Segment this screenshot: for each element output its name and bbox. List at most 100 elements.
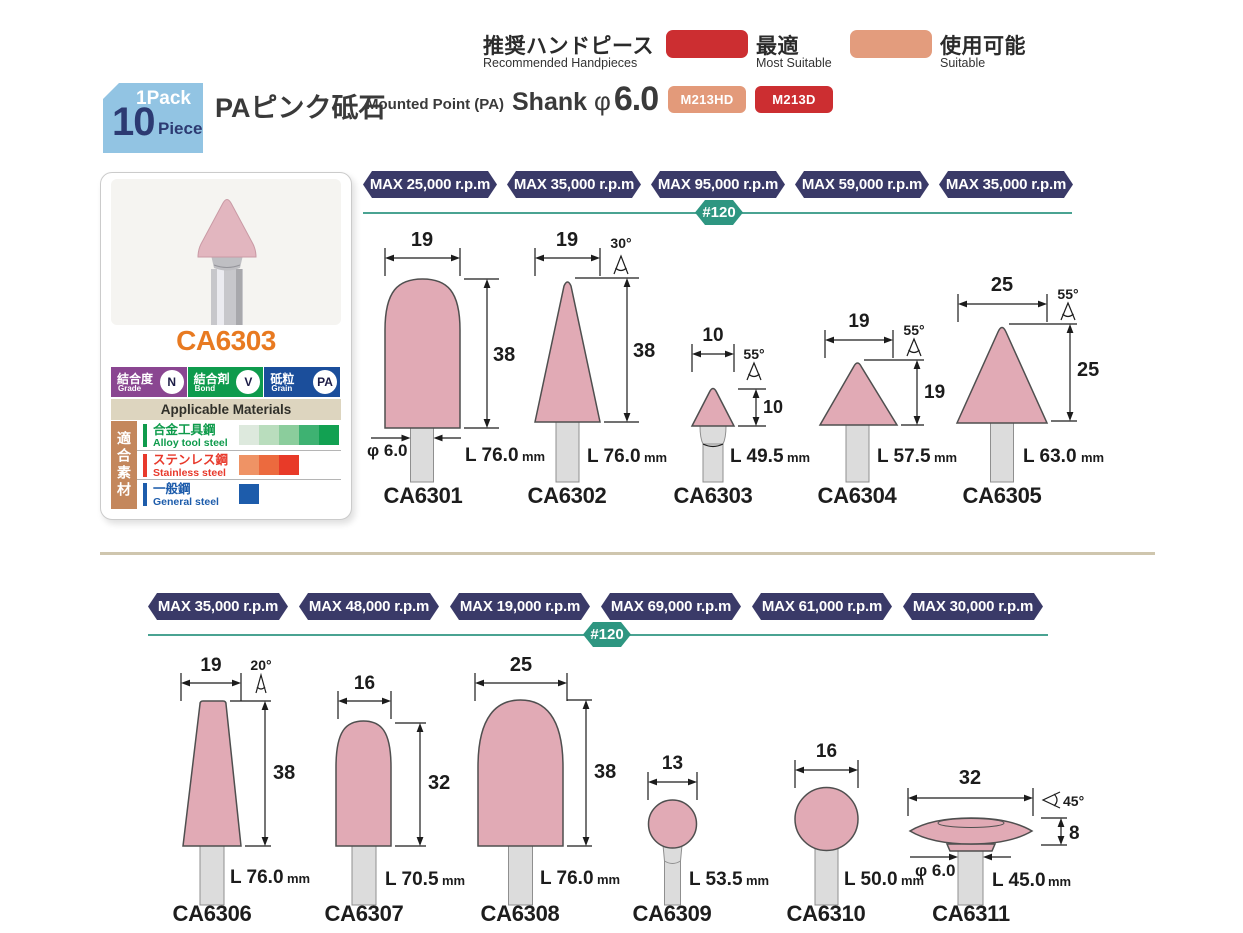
general-swatches [239, 484, 259, 505]
model-label: CA6310 [786, 901, 866, 926]
drawing-ca6311: 32 45° 8 φ 6.0 L 45.0 mm [907, 767, 1084, 906]
drawing-ca6310: 16 L 50.0 mm [794, 741, 924, 906]
pack-count: 10 [112, 100, 155, 144]
length-dim: L 76.0 [540, 868, 594, 889]
suitable-swatch [850, 30, 932, 58]
rpm-badge: MAX 35,000 r.p.m [148, 593, 288, 620]
length-dim: L 53.5 [689, 869, 743, 890]
material-row-alloy: 合金工具鋼 Alloy tool steel [137, 421, 341, 451]
rpm-badge-row-bottom: MAX 35,000 r.p.m MAX 48,000 r.p.m MAX 19… [148, 593, 1043, 620]
length-dim: L 50.0 [844, 869, 898, 890]
rpm-badge: MAX 48,000 r.p.m [299, 593, 439, 620]
drawing-ca6302: 19 30° 38 L 76.0 mm [534, 232, 667, 483]
spec-grade: 結合度 Grade N [111, 367, 188, 397]
drawing-ca6303: 10 55° 10 L 49.5 mm [690, 325, 810, 483]
handpiece-badge-m213d: M213D [755, 86, 833, 113]
width-dim: 25 [991, 274, 1013, 296]
width-dim: 10 [702, 325, 723, 346]
rpm-badge: MAX 25,000 r.p.m [363, 171, 497, 198]
general-color-bar [143, 483, 147, 507]
shank-shape [664, 860, 681, 906]
height-dim: 38 [493, 344, 515, 366]
spec-bar: 結合度 Grade N 結合剤 Bond V 砥粒 Grain PA [111, 367, 342, 397]
shank-shape [555, 419, 580, 483]
stone-shape [690, 387, 736, 427]
stone-shape [477, 699, 564, 847]
shank-shape [199, 843, 225, 906]
suitable-label-en: Suitable [940, 56, 986, 70]
rpm-badge: MAX 61,000 r.p.m [752, 593, 892, 620]
legend-title-jp: 推奨ハンドピース [483, 35, 654, 58]
rpm-badge: MAX 19,000 r.p.m [450, 593, 590, 620]
grain-value: PA [313, 370, 338, 394]
height-dim: 38 [594, 761, 616, 783]
width-dim: 19 [411, 232, 433, 251]
drawing-ca6307: 16 32 L 70.5 mm [335, 673, 465, 906]
model-label: CA6304 [817, 483, 897, 508]
length-unit: mm [746, 873, 769, 888]
angle-dim: 20° [250, 657, 271, 673]
drawing-ca6306: 19 20° 38 L 76.0 mm [180, 655, 310, 906]
stone-shape [647, 799, 698, 849]
model-label: CA6308 [480, 901, 560, 926]
rpm-badge: MAX 69,000 r.p.m [601, 593, 741, 620]
bond-label-en: Bond [194, 384, 216, 393]
general-label-jp: 一般鋼 [153, 482, 191, 497]
grit-badge-bottom: #120 [583, 622, 631, 647]
stone-shape [335, 720, 392, 847]
length-dim: L 76.0 [230, 867, 284, 888]
suitable-label-jp: 使用可能 [940, 35, 1026, 58]
angle-dim: 30° [610, 235, 631, 251]
page-title-en: Mounted Point (PA) [366, 96, 505, 113]
rpm-badge: MAX 95,000 r.p.m [651, 171, 785, 198]
model-label: CA6302 [527, 483, 607, 508]
rpm-badge: MAX 35,000 r.p.m [507, 171, 641, 198]
stainless-label-en: Stainless steel [153, 466, 226, 479]
grain-label-en: Grain [271, 384, 293, 393]
rpm-badge-row-top: MAX 25,000 r.p.m MAX 35,000 r.p.m MAX 95… [363, 171, 1073, 198]
applicable-materials-header: Applicable Materials [111, 399, 341, 420]
legend-title-en: Recommended Handpieces [483, 56, 638, 70]
height-dim: 38 [633, 340, 655, 362]
angle-dim: 45° [1063, 793, 1084, 809]
angle-dim: 55° [1057, 286, 1078, 302]
model-label: CA6305 [962, 483, 1042, 508]
most-suitable-label-jp: 最適 [756, 35, 799, 58]
model-label: CA6311 [932, 901, 1010, 926]
page-title-jp: PAピンク砥石 [215, 93, 386, 123]
length-unit: mm [787, 450, 810, 465]
stone-shape [818, 362, 899, 426]
shank-shape [702, 443, 724, 483]
drawing-ca6304: 19 55° 19 L 57.5 mm [818, 311, 957, 483]
shank-size: 6.0 [613, 80, 659, 118]
photo-stone-cone [197, 199, 257, 258]
materials-table: 適合素材 合金工具鋼 Alloy tool steel [111, 421, 341, 509]
product-info-card: CA6303 結合度 Grade N 結合剤 Bond V 砥粒 Grain P… [100, 172, 352, 520]
grain-label-jp: 砥粒 [270, 372, 295, 386]
drawing-ca6308: 25 38 L 76.0 mm [474, 655, 620, 906]
drawing-ca6305: 25 55° 25 L 63.0 mm [955, 274, 1104, 483]
shank-dia-dim: φ 6.0 [367, 441, 408, 460]
height-dim: 25 [1077, 359, 1099, 381]
stainless-swatches [239, 454, 299, 475]
stone-rim [945, 843, 997, 852]
model-label: CA6301 [383, 483, 463, 508]
grade-label-jp: 結合度 [117, 372, 154, 386]
length-dim: L 49.5 [730, 446, 784, 467]
shank-shape [508, 843, 533, 906]
product-photo [111, 179, 341, 325]
width-dim: 19 [848, 311, 869, 332]
height-dim: 8 [1069, 823, 1080, 844]
stone-shape [908, 817, 1034, 845]
width-dim: 32 [959, 767, 981, 789]
alloy-label-jp: 合金工具鋼 [153, 423, 216, 437]
height-dim: 38 [273, 762, 295, 784]
width-dim: 16 [354, 673, 375, 694]
handpiece-badge-m213hd: M213HD [668, 86, 746, 113]
length-unit: mm [1081, 450, 1104, 465]
alloy-label-en: Alloy tool steel [153, 437, 228, 449]
model-label: CA6306 [172, 901, 252, 926]
most-suitable-label-en: Most Suitable [756, 56, 832, 70]
stone-shape [182, 700, 242, 847]
